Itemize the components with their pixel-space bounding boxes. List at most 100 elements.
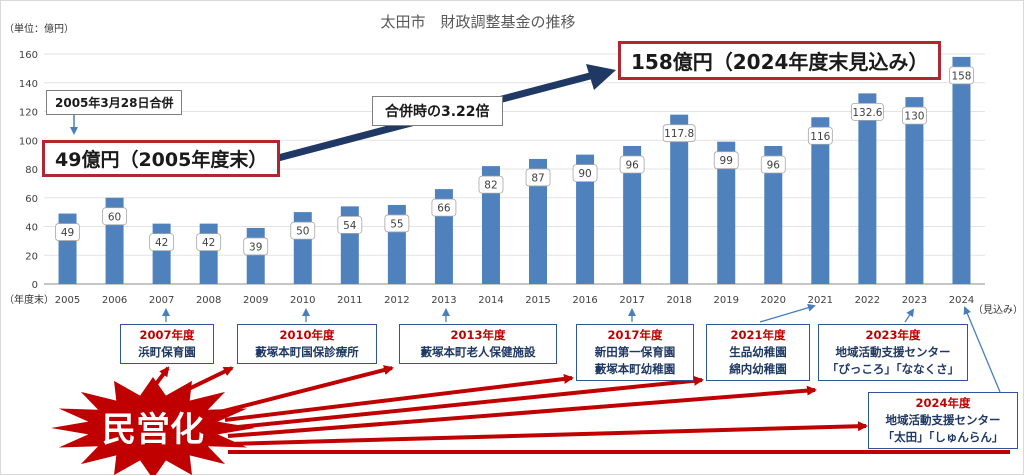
data-label: 132.6: [852, 107, 882, 119]
end-value-callout: 158億円（2024年度末見込み）: [618, 41, 942, 80]
data-label: 90: [578, 168, 591, 180]
merger-date-callout: 2005年3月28日合併: [46, 90, 183, 115]
data-label: 96: [767, 160, 781, 172]
x-tick-label: 2007: [149, 295, 174, 306]
note-2023-year: 2023年度: [865, 328, 921, 342]
note-2023-line-1: 地域活動支援センター: [835, 345, 951, 359]
red-arrow-2013: [219, 365, 394, 414]
data-label-box: [478, 175, 504, 194]
red-arrow-2017: [224, 373, 574, 422]
note-2024: 2024年度 地域活動支援センター 「太田」「しゅんらん」: [868, 392, 1018, 449]
merger-date-text: 2005年3月28日合併: [55, 96, 174, 110]
ratio-text: 合併時の3.22倍: [385, 104, 490, 120]
data-label-box: [662, 124, 696, 143]
bar: [481, 166, 500, 284]
connector-2023: [904, 308, 915, 323]
x-tick-label: 2016: [572, 295, 597, 306]
data-label-box: [149, 233, 175, 252]
note-2023: 2023年度 地域活動支援センター 「ぴっころ」「ななくさ」: [818, 324, 968, 381]
note-2021-line-2: 綿内幼稚園: [729, 362, 787, 376]
y-tick-label: 120: [19, 108, 38, 119]
y-tick-label: 0: [32, 280, 38, 291]
x-axis-label: （年度末）: [4, 293, 54, 306]
data-label-box: [619, 155, 645, 174]
data-label-box: [431, 198, 457, 217]
note-2010: 2010年度 藪塚本町国保診療所: [237, 324, 377, 364]
note-2010-year: 2010年度: [279, 328, 335, 342]
x-tick-label: 2008: [196, 295, 221, 306]
x-tick-label: 2018: [666, 295, 691, 306]
note-2007: 2007年度 浜町保育園: [120, 324, 214, 364]
x-tick-label: 2023: [902, 295, 927, 306]
x-tick-label: 2021: [808, 295, 833, 306]
note-2021-year: 2021年度: [730, 328, 786, 342]
ratio-callout: 合併時の3.22倍: [372, 96, 503, 126]
data-label: 117.8: [664, 128, 694, 140]
connector-2024: [963, 306, 1001, 393]
x-tick-label: 2010: [290, 295, 315, 306]
red-arrow-2023: [227, 385, 817, 438]
red-arrow-2021: [227, 375, 704, 430]
red-arrow-2024: [227, 421, 868, 446]
y-tick-label: 80: [25, 165, 38, 176]
burst-shape: [51, 377, 255, 475]
bar: [152, 223, 171, 284]
start-value-text: 49億円（2005年度末）: [55, 149, 268, 171]
data-label: 42: [202, 237, 215, 249]
data-label: 96: [625, 160, 639, 172]
y-axis-label: （単位：億円）: [4, 22, 74, 35]
bar: [576, 154, 595, 284]
bar: [623, 146, 642, 284]
bar: [199, 223, 218, 284]
data-label-box: [337, 215, 363, 234]
bar: [717, 141, 736, 284]
bar-series: 49 60 42 42 39 50 54 55 66 82 87 90 96 117.8 99 96 116 13…: [55, 56, 974, 284]
data-label: 55: [390, 218, 403, 230]
data-label-box: [572, 164, 598, 183]
data-label-box: [850, 102, 884, 121]
data-label-box: [949, 66, 974, 85]
bar: [811, 117, 830, 284]
data-label: 49: [61, 227, 74, 239]
data-label-box: [102, 207, 127, 226]
end-value-text: 158億円（2024年度末見込み）: [631, 50, 929, 74]
axis-ticks: 2005 2006 2007 2008 2009 2010 2011 2012 2013 2014…: [55, 295, 974, 306]
data-label-box: [760, 155, 786, 174]
note-2024-line-2: 「太田」「しゅんらん」: [882, 430, 1004, 444]
x-tick-label: 2013: [431, 295, 456, 306]
note-2017: 2017年度 新田第一保育園 藪塚本町幼稚園: [576, 324, 694, 381]
data-label-box: [902, 106, 927, 125]
y-tick-label: 40: [25, 223, 38, 234]
data-label-box: [713, 151, 739, 170]
x-tick-label: 2014: [478, 295, 503, 306]
data-label-box: [525, 168, 551, 187]
data-label: 116: [810, 131, 830, 143]
start-value-callout: 49億円（2005年度末）: [42, 140, 281, 177]
bar: [670, 114, 689, 284]
data-label: 54: [343, 220, 357, 232]
chart-title: 太田市 財政調整基金の推移: [380, 13, 575, 31]
y-tick-label: 140: [19, 79, 38, 90]
note-2017-year: 2017年度: [607, 328, 663, 342]
y-tick-label: 100: [19, 136, 38, 147]
bar: [858, 93, 877, 284]
x-tick-label: 2005: [55, 295, 80, 306]
data-label: 99: [720, 155, 733, 167]
data-label: 66: [437, 203, 451, 215]
note-2007-line-1: 浜町保育園: [138, 345, 196, 359]
note-2013-line-1: 藪塚本町老人保健施設: [420, 345, 536, 359]
x-tick-label: 2019: [713, 295, 738, 306]
note-2023-line-2: 「ぴっころ」「ななくさ」: [826, 362, 960, 376]
bar: [952, 56, 971, 284]
data-label-box: [290, 221, 316, 240]
note-2017-line-1: 新田第一保育園: [594, 345, 676, 359]
bar: [905, 97, 924, 284]
y-tick-label: 60: [25, 194, 38, 205]
data-label-box: [384, 214, 410, 233]
privatization-burst: 民営化: [51, 377, 255, 475]
privatization-label: 民営化: [102, 410, 204, 450]
data-label-box: [55, 223, 80, 241]
x-tick-label: 2006: [102, 295, 127, 306]
data-label-box: [243, 237, 269, 256]
data-label-box: [196, 233, 222, 252]
